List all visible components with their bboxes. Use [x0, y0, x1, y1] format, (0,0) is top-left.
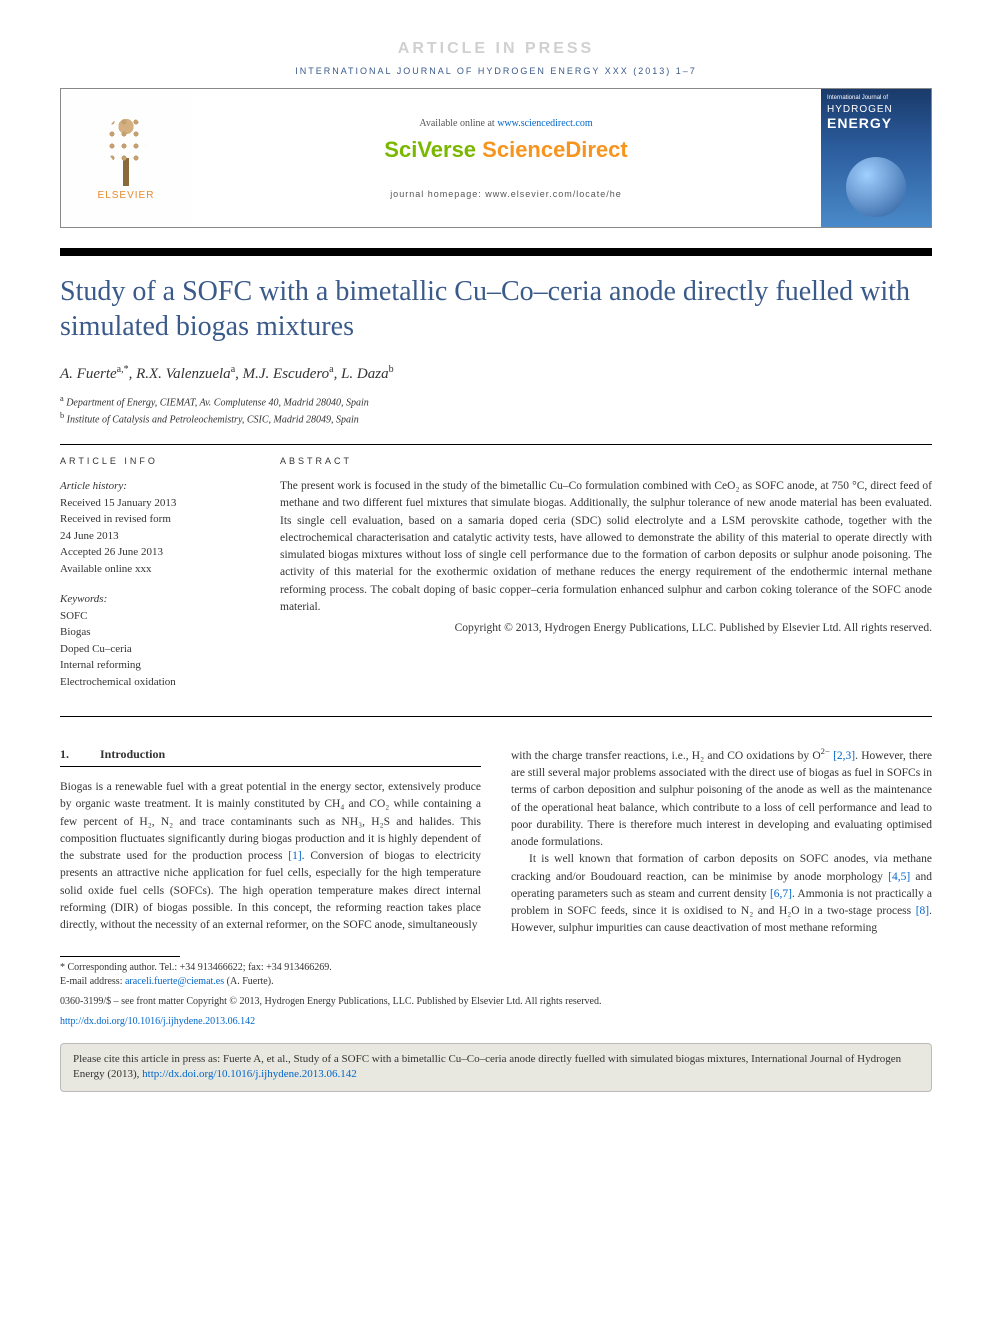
body-paragraph: with the charge transfer reactions, i.e.… — [511, 745, 932, 851]
cover-journal-label: International Journal of — [827, 95, 925, 102]
keyword: Electrochemical oxidation — [60, 674, 250, 691]
body-col-left: 1.Introduction Biogas is a renewable fue… — [60, 745, 481, 938]
body-paragraph: It is well known that formation of carbo… — [511, 851, 932, 937]
doi-link[interactable]: http://dx.doi.org/10.1016/j.ijhydene.201… — [60, 1016, 255, 1027]
article-info-col: ARTICLE INFO Article history: Received 1… — [60, 455, 250, 705]
authors: A. Fuertea,*, R.X. Valenzuelaa, M.J. Esc… — [60, 364, 932, 383]
history-item: Received in revised form — [60, 511, 250, 528]
article-title: Study of a SOFC with a bimetallic Cu–Co–… — [60, 274, 932, 344]
keyword: Doped Cu–ceria — [60, 641, 250, 658]
history-item: Available online xxx — [60, 561, 250, 578]
body-col-right: with the charge transfer reactions, i.e.… — [511, 745, 932, 938]
body-paragraph: Biogas is a renewable fuel with a great … — [60, 779, 481, 934]
abstract-col: ABSTRACT The present work is focused in … — [280, 455, 932, 705]
history-item: 24 June 2013 — [60, 528, 250, 545]
divider — [60, 444, 932, 445]
sciencedirect-text: ScienceDirect — [482, 137, 628, 162]
cover-globe-icon — [846, 157, 906, 217]
corresponding-author: * Corresponding author. Tel.: +34 913466… — [60, 961, 932, 975]
cite-box: Please cite this article in press as: Fu… — [60, 1043, 932, 1092]
email-link[interactable]: araceli.fuerte@ciemat.es — [125, 976, 224, 987]
keyword: Biogas — [60, 624, 250, 641]
footnote-rule — [60, 956, 180, 957]
email-suffix: (A. Fuerte). — [224, 976, 273, 987]
keyword: SOFC — [60, 608, 250, 625]
affiliation-b: b Institute of Catalysis and Petroleoche… — [60, 410, 932, 427]
abstract-copyright: Copyright © 2013, Hydrogen Energy Public… — [280, 620, 932, 637]
elsevier-text: ELSEVIER — [98, 190, 155, 201]
affiliation-a: a Department of Energy, CIEMAT, Av. Comp… — [60, 393, 932, 410]
elsevier-tree-icon — [96, 116, 156, 186]
homepage-line: journal homepage: www.elsevier.com/locat… — [390, 189, 622, 199]
sciverse-text: SciVerse — [384, 137, 482, 162]
cite-doi-link[interactable]: http://dx.doi.org/10.1016/j.ijhydene.201… — [142, 1068, 357, 1080]
available-prefix: Available online at — [419, 118, 497, 129]
issn-line: 0360-3199/$ – see front matter Copyright… — [60, 995, 932, 1009]
article-info-heading: ARTICLE INFO — [60, 455, 250, 469]
history-item: Received 15 January 2013 — [60, 495, 250, 512]
sciencedirect-link[interactable]: www.sciencedirect.com — [497, 118, 592, 129]
cover-title-energy: ENERGY — [827, 115, 925, 131]
section-title: Introduction — [100, 747, 165, 761]
journal-cover: International Journal of HYDROGEN ENERGY — [821, 89, 931, 227]
section-num: 1. — [60, 745, 100, 763]
cover-title-hydrogen: HYDROGEN — [827, 104, 925, 115]
elsevier-logo-box: ELSEVIER — [61, 89, 191, 227]
journal-ref-line: INTERNATIONAL JOURNAL OF HYDROGEN ENERGY… — [60, 66, 932, 76]
abstract-text: The present work is focused in the study… — [280, 478, 932, 616]
header-box: ELSEVIER Available online at www.science… — [60, 88, 932, 228]
available-online: Available online at www.sciencedirect.co… — [419, 118, 592, 129]
history-item: Accepted 26 June 2013 — [60, 544, 250, 561]
keyword: Internal reforming — [60, 657, 250, 674]
keywords-label: Keywords: — [60, 591, 250, 608]
email-line: E-mail address: araceli.fuerte@ciemat.es… — [60, 975, 932, 989]
title-rule — [60, 248, 932, 256]
sciverse-logo: SciVerse ScienceDirect — [384, 137, 627, 163]
divider — [60, 716, 932, 717]
in-press-banner: ARTICLE IN PRESS — [60, 40, 932, 58]
history-label: Article history: — [60, 478, 250, 495]
section-heading: 1.Introduction — [60, 745, 481, 767]
abstract-heading: ABSTRACT — [280, 455, 932, 469]
header-mid: Available online at www.sciencedirect.co… — [191, 89, 821, 227]
email-label: E-mail address: — [60, 976, 125, 987]
